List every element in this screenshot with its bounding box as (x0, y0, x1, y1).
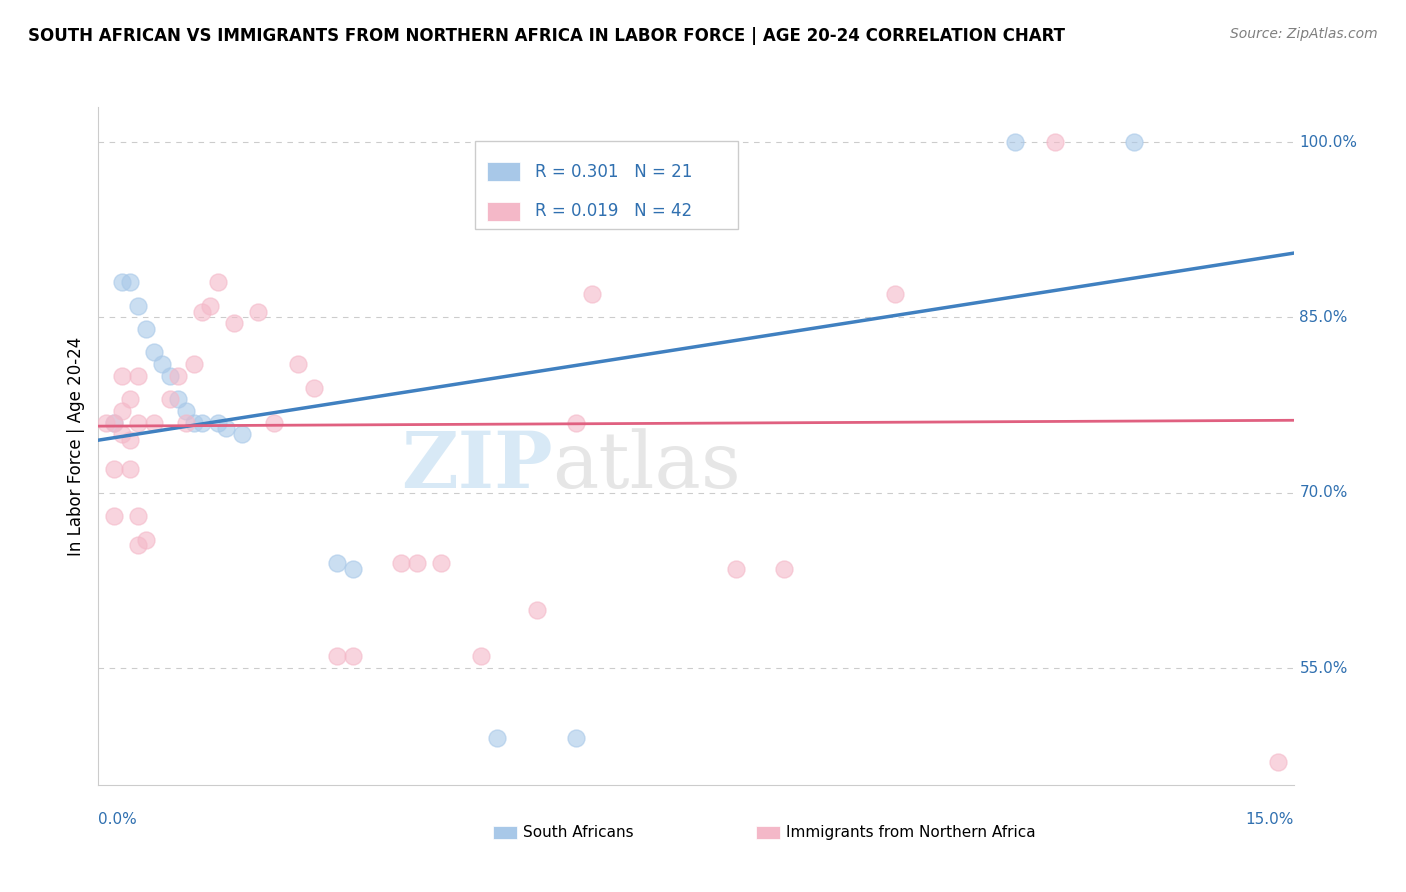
Point (127, 299, 149, 313)
Point (191, 416, 214, 430)
Point (724, 562, 747, 576)
Point (150, 357, 173, 371)
Point (103, 509, 125, 524)
Point (103, 416, 125, 430)
Point (215, 421, 238, 435)
Point (389, 556, 412, 570)
Point (581, 287, 603, 301)
Bar (486, 202, 520, 221)
Bar (756, 826, 780, 839)
Point (1267, 755, 1289, 769)
Point (159, 392, 181, 407)
Point (120, 276, 142, 290)
Text: 15.0%: 15.0% (1246, 812, 1294, 827)
Text: Source: ZipAtlas.com: Source: ZipAtlas.com (1230, 27, 1378, 41)
Text: SOUTH AFRICAN VS IMMIGRANTS FROM NORTHERN AFRICA IN LABOR FORCE | AGE 20-24 CORR: SOUTH AFRICAN VS IMMIGRANTS FROM NORTHER… (28, 27, 1066, 45)
Text: 85.0%: 85.0% (1299, 310, 1348, 325)
Point (342, 649, 364, 664)
Point (565, 731, 588, 746)
Point (326, 649, 349, 664)
Point (96, 416, 118, 430)
Point (159, 368, 181, 383)
Point (191, 304, 214, 318)
Point (120, 392, 142, 407)
Point (565, 416, 588, 430)
Point (430, 556, 453, 570)
Point (127, 416, 149, 430)
Text: 0.0%: 0.0% (98, 812, 138, 827)
Point (1004, 135, 1026, 149)
Text: ZIP: ZIP (401, 428, 553, 504)
Point (120, 462, 142, 476)
Point (174, 416, 197, 430)
Point (772, 562, 794, 576)
Text: 70.0%: 70.0% (1299, 485, 1348, 500)
Point (127, 509, 149, 524)
Point (103, 462, 125, 476)
Point (127, 368, 149, 383)
Point (326, 556, 349, 570)
Bar (494, 826, 517, 839)
Point (526, 602, 548, 616)
FancyBboxPatch shape (475, 141, 738, 229)
Point (167, 392, 190, 407)
Point (198, 299, 221, 313)
Text: Immigrants from Northern Africa: Immigrants from Northern Africa (786, 825, 1035, 840)
Point (127, 538, 149, 552)
Point (884, 287, 907, 301)
Point (111, 427, 134, 442)
Text: atlas: atlas (553, 428, 741, 504)
Point (1043, 135, 1066, 149)
Point (342, 562, 364, 576)
Point (207, 276, 229, 290)
Point (111, 276, 134, 290)
Point (222, 316, 245, 330)
Point (207, 416, 229, 430)
Point (135, 322, 157, 336)
Point (485, 731, 508, 746)
Point (120, 433, 142, 447)
Point (231, 427, 253, 442)
Point (174, 404, 197, 418)
Point (302, 380, 325, 394)
Point (143, 416, 166, 430)
Text: 55.0%: 55.0% (1299, 661, 1348, 675)
Y-axis label: In Labor Force | Age 20-24: In Labor Force | Age 20-24 (66, 336, 84, 556)
Point (1123, 135, 1146, 149)
Point (470, 649, 492, 664)
Point (103, 416, 125, 430)
Text: 100.0%: 100.0% (1299, 135, 1358, 150)
Point (167, 368, 190, 383)
Point (263, 416, 285, 430)
Text: R = 0.301   N = 21: R = 0.301 N = 21 (534, 162, 692, 181)
Point (135, 533, 157, 547)
Text: South Africans: South Africans (523, 825, 633, 840)
Point (143, 345, 166, 359)
Text: R = 0.019   N = 42: R = 0.019 N = 42 (534, 202, 692, 220)
Point (287, 357, 309, 371)
Point (406, 556, 429, 570)
Point (111, 404, 134, 418)
Point (246, 304, 269, 318)
Point (183, 357, 205, 371)
Point (111, 368, 134, 383)
Point (183, 416, 205, 430)
Bar (486, 162, 520, 181)
